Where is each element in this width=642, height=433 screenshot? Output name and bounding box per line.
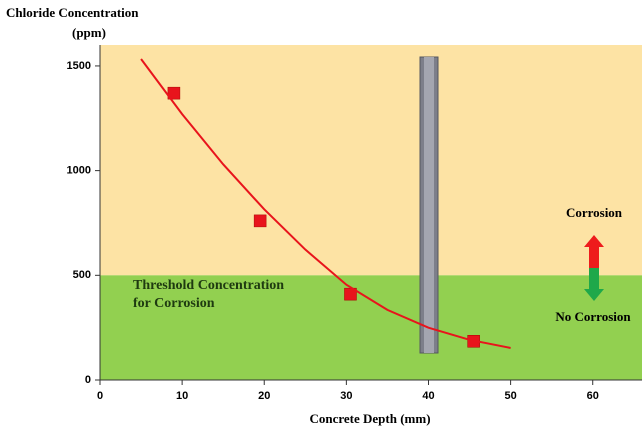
arrows — [584, 235, 604, 301]
y-tick-label: 500 — [73, 269, 91, 281]
y-tick-label: 1000 — [67, 165, 91, 177]
x-tick-label: 30 — [340, 390, 352, 402]
y-tick-label: 1500 — [67, 60, 91, 72]
x-axis-label: Concrete Depth (mm) — [309, 411, 430, 426]
annotation: for Corrosion — [133, 296, 215, 311]
annotation: Threshold Concentration — [133, 278, 284, 293]
chart-subtitle: (ppm) — [72, 25, 106, 40]
rebar — [419, 56, 439, 354]
chart-title: Chloride Concentration — [6, 5, 139, 20]
region-below — [100, 275, 642, 380]
y-tick-label: 0 — [85, 374, 91, 386]
plot-background — [100, 45, 642, 380]
x-tick-label: 20 — [258, 390, 270, 402]
data-point — [253, 214, 267, 228]
region-above — [100, 45, 642, 276]
x-tick-label: 40 — [422, 390, 434, 402]
annotation: Corrosion — [566, 205, 623, 220]
annotation: No Corrosion — [555, 309, 631, 324]
fit-curve — [140, 58, 511, 349]
data-point — [167, 86, 181, 100]
x-tick-label: 10 — [176, 390, 188, 402]
x-tick-label: 0 — [97, 390, 103, 402]
x-tick-label: 60 — [587, 390, 599, 402]
x-tick-label: 50 — [504, 390, 516, 402]
